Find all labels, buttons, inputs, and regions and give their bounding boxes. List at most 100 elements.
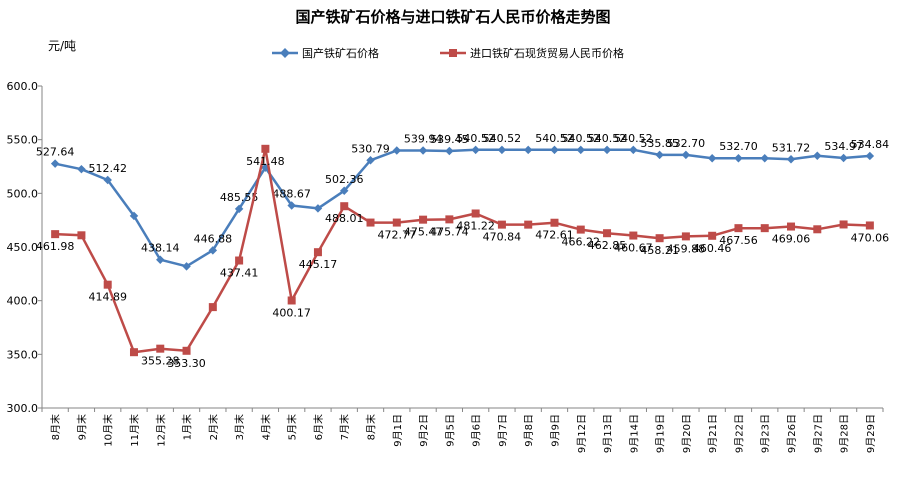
series-0-point — [471, 145, 480, 155]
series-1-point — [340, 202, 349, 211]
series-1-data-label: 472.77 — [378, 229, 417, 242]
y-tick-label: 300.0 — [7, 402, 39, 415]
series-1-point — [813, 225, 822, 234]
series-0-data-label: 485.55 — [220, 191, 259, 204]
x-tick-label: 8月末 — [365, 414, 378, 440]
series-0-data-label: 532.70 — [719, 140, 758, 153]
series-0-point — [865, 151, 875, 161]
series-0-data-label: 540.52 — [483, 132, 522, 145]
series-1-point — [287, 296, 296, 305]
series-1-point — [497, 220, 506, 229]
series-0-data-label: 540.52 — [588, 132, 627, 145]
plot-area: 300.0 350.0 400.0 450.0 500.0 550.0 600.0 8月末 9月… — [7, 80, 890, 453]
series-1-point — [77, 231, 86, 240]
series-1-data-label: 467.56 — [719, 234, 758, 247]
y-axis-unit: 元/吨 — [48, 39, 76, 53]
x-tick-label: 9月23日 — [760, 414, 772, 453]
series-1-point — [839, 220, 848, 229]
x-tick-label: 3月末 — [233, 414, 246, 440]
x-tick-label: 9月14日 — [628, 414, 640, 453]
series-1-data-label: 462.85 — [588, 239, 627, 252]
series-0-data-label: 534.84 — [851, 138, 890, 151]
series-1-point — [103, 280, 112, 289]
series-1-point — [550, 218, 559, 227]
series-1-data-label: 475.74 — [430, 225, 469, 238]
series-1-point — [629, 231, 638, 240]
x-tick-label: 9月12日 — [576, 414, 588, 453]
series-1-point — [366, 218, 375, 227]
series-0-point — [497, 145, 507, 155]
series-1-point — [156, 344, 165, 353]
series-0-data-label: 512.42 — [88, 162, 127, 175]
series-1-data-label: 460.46 — [693, 242, 732, 255]
series-1-data-label: 400.17 — [272, 306, 311, 319]
series-0-point — [77, 164, 86, 174]
series-1-data-label: 414.89 — [88, 291, 127, 304]
series-0-data-label: 539.45 — [430, 133, 469, 146]
series-1-point — [708, 231, 717, 240]
series-0-data-label: 531.72 — [772, 141, 811, 154]
series-0-point — [418, 146, 428, 155]
series-1-data-label: 466.22 — [562, 236, 601, 249]
x-tick-label: 9月19日 — [655, 414, 667, 453]
series-0-point — [313, 204, 323, 213]
series-0-point — [813, 151, 822, 161]
x-tick-label: 9月6日 — [471, 414, 483, 447]
series-0-data-label: 527.64 — [36, 146, 75, 159]
series-1-point — [208, 303, 217, 312]
x-tick-label: 9月1日 — [392, 414, 404, 447]
x-tick-label: 8月末 — [49, 414, 62, 440]
x-tick-label: 9月21日 — [707, 414, 719, 453]
series-0-data-label: 438.14 — [141, 242, 180, 255]
series-0-point — [681, 150, 691, 160]
x-tick-label: 1月末 — [181, 414, 194, 440]
series-0-data-label: 446.88 — [194, 232, 233, 245]
series-0-point — [550, 145, 559, 155]
series-0-point — [156, 255, 165, 264]
x-tick-label: 9月13日 — [602, 414, 614, 453]
series-0-data-label: 539.94 — [404, 132, 443, 145]
legend-label-domestic: 国产铁矿石价格 — [302, 46, 379, 60]
series-1-point — [182, 346, 191, 355]
series-1-point — [603, 229, 612, 238]
chart-title: 国产铁矿石价格与进口铁矿石人民币价格走势图 — [295, 8, 610, 26]
series-0-point — [760, 153, 769, 163]
series-1-point — [129, 348, 138, 357]
x-tick-label: 9月8日 — [523, 414, 535, 447]
series-1-point — [524, 220, 533, 229]
x-tick-label: 9月22日 — [733, 414, 745, 453]
y-tick-label: 550.0 — [7, 134, 39, 147]
series-1-data-label: 475.47 — [404, 226, 443, 239]
series-1-data-label: 469.06 — [772, 233, 811, 246]
series-1-point — [313, 248, 322, 257]
series-0-point — [234, 204, 244, 214]
series-1-point — [419, 215, 428, 224]
series-0-data-label: 530.79 — [351, 142, 390, 155]
series-0-point — [208, 246, 218, 255]
x-tick-label: 6月末 — [312, 414, 325, 440]
series-0-point — [523, 145, 533, 155]
series-1-data-label: 459.88 — [667, 242, 706, 255]
series-0-data-label: 488.67 — [272, 187, 311, 200]
series-1-point — [734, 224, 743, 233]
series-1-data-label: 488.01 — [325, 212, 364, 225]
series-0-point — [392, 146, 402, 155]
series-1-data-label: 541.48 — [246, 155, 285, 168]
y-tick-label: 400.0 — [7, 295, 39, 308]
series-0-point — [734, 153, 743, 163]
series-0-point — [576, 145, 586, 155]
series-0-point — [602, 145, 612, 155]
series-1-point — [576, 225, 585, 234]
series-1-data-label: 472.61 — [535, 229, 574, 242]
series-0-data-label: 535.85 — [640, 137, 679, 150]
series-1-data-label: 445.17 — [299, 258, 338, 271]
x-tick-label: 7月末 — [338, 414, 351, 440]
series-0-data-label: 540.52 — [614, 132, 653, 145]
series-0-point — [629, 145, 638, 155]
series-0-data-label: 532.70 — [667, 137, 706, 150]
series-1-data-label: 437.41 — [220, 267, 259, 280]
series-0-point — [655, 150, 664, 160]
x-tick-label: 9月7日 — [497, 414, 509, 447]
y-tick-label: 500.0 — [7, 187, 39, 200]
